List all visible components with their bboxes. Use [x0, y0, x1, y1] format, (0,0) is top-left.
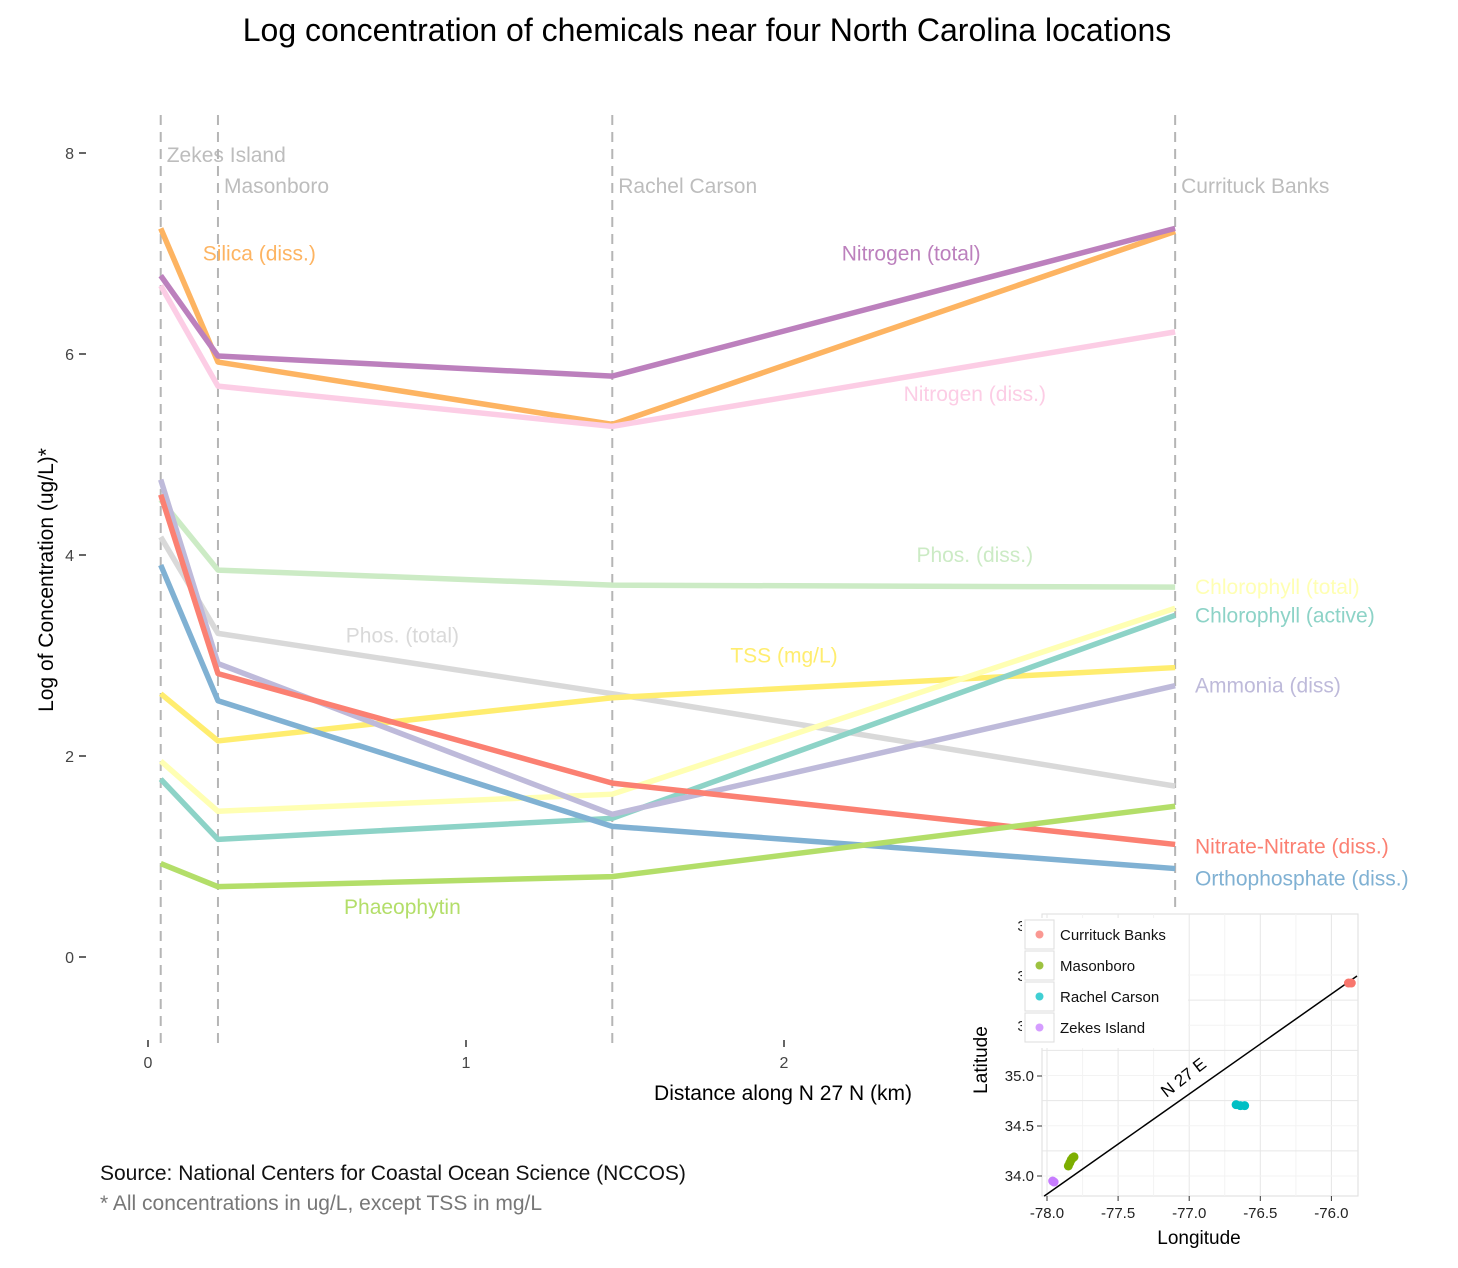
inset-legend-label: Currituck Banks [1060, 927, 1166, 944]
series-line [158, 284, 1176, 430]
inset-x-axis-label: Longitude [1157, 1228, 1240, 1249]
inset-legend-dot [1035, 930, 1044, 939]
series-label: Orthophosphate (diss.) [1195, 868, 1409, 891]
units-note: * All concentrations in ug/L, except TSS… [100, 1192, 543, 1215]
inset-point [1240, 1101, 1250, 1111]
series-label: Ammonia (diss) [1195, 675, 1341, 698]
inset-points [1048, 978, 1356, 1187]
inset-x-tick-label: -76.0 [1314, 1205, 1348, 1222]
series-label: Phos. (total) [346, 624, 459, 647]
location-label: Masonboro [224, 175, 329, 198]
y-tick-label: 0 [65, 950, 74, 967]
series-label: Chlorophyll (active) [1195, 604, 1375, 627]
inset-legend: Currituck Banks Masonboro Rachel Carson Zek… [1022, 918, 1188, 1048]
inset-legend-label: Zekes Island [1060, 1020, 1145, 1037]
inset-x-tick-label: -78.0 [1030, 1205, 1064, 1222]
inset-legend-key [1024, 919, 1055, 950]
series-label: Nitrogen (diss.) [904, 383, 1046, 406]
series-line [158, 493, 1176, 848]
series-line [158, 225, 1176, 379]
inset-legend-label: Masonboro [1060, 958, 1135, 975]
series-label: TSS (mg/L) [730, 645, 837, 668]
series-label: Chlorophyll (total) [1195, 576, 1360, 599]
x-axis-label: Distance along N 27 N (km) [654, 1082, 912, 1105]
series-line [158, 227, 1177, 428]
y-axis-label: Log of Concentration (ug/L)* [35, 448, 58, 712]
chart-title: Log concentration of chemicals near four… [242, 12, 1172, 48]
inset-y-tick-label: 34.0 [1005, 1168, 1034, 1185]
y-tick-label: 2 [65, 749, 74, 766]
inset-legend-dot [1035, 1023, 1044, 1032]
y-axis: 0 2 4 6 8 0 1 2 [65, 146, 788, 1072]
y-tick-label: 4 [65, 548, 74, 565]
inset-y-tick-label: 35.0 [1005, 1068, 1034, 1085]
inset-legend-dot [1035, 961, 1044, 970]
series-label: Nitrate-Nitrate (diss.) [1195, 835, 1389, 858]
inset-y-axis-label: Latitude [971, 1026, 992, 1094]
series-line [158, 664, 1176, 744]
inset-x-tick-label: -77.0 [1172, 1205, 1206, 1222]
series-line [158, 605, 1177, 815]
inset-point [1069, 1152, 1079, 1162]
x-tick-label: 1 [462, 1055, 471, 1072]
x-tick-label: 2 [780, 1055, 789, 1072]
inset-x-tick-label: -76.5 [1243, 1205, 1277, 1222]
inset-y-tick-label: 34.5 [1005, 1118, 1034, 1135]
series-line [159, 803, 1176, 890]
series-line [158, 478, 1176, 818]
location-label: Currituck Banks [1181, 175, 1329, 198]
y-tick-label: 6 [65, 347, 74, 364]
series-label: Phos. (diss.) [916, 544, 1033, 567]
series-labels: Silica (diss.) Nitrogen (total) Nitrogen (… [203, 243, 1409, 919]
inset-point [1049, 1177, 1059, 1187]
series-label: Phaeophytin [344, 896, 461, 919]
series-label: Silica (diss.) [203, 243, 316, 266]
series-line [158, 563, 1176, 872]
series-line [158, 497, 1176, 590]
x-tick-label: 0 [144, 1055, 153, 1072]
location-label: Zekes Island [167, 144, 286, 167]
inset-point [1346, 978, 1356, 988]
inset-legend-dot [1035, 992, 1044, 1001]
series-label: Nitrogen (total) [842, 243, 981, 266]
series-lines [158, 225, 1177, 890]
direction-line [1043, 975, 1358, 1197]
series-line [158, 612, 1177, 843]
inset-x-tick-label: -77.5 [1101, 1205, 1135, 1222]
location-label: Rachel Carson [618, 175, 757, 198]
inset-legend-label: Rachel Carson [1060, 989, 1159, 1006]
source-note: Source: National Centers for Coastal Oce… [100, 1162, 686, 1185]
y-tick-label: 8 [65, 146, 74, 163]
